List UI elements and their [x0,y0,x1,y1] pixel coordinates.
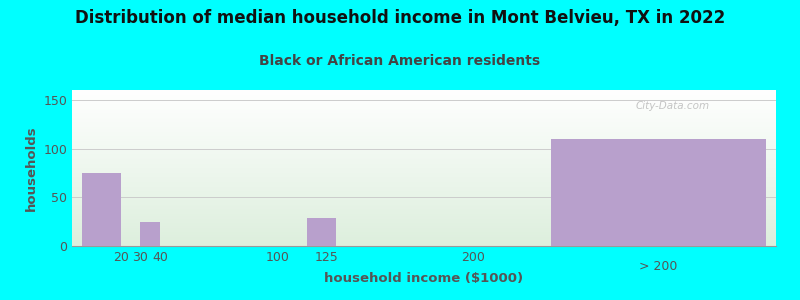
Text: > 200: > 200 [639,260,678,273]
Text: Distribution of median household income in Mont Belvieu, TX in 2022: Distribution of median household income … [75,9,725,27]
Y-axis label: households: households [25,125,38,211]
Bar [82,173,121,246]
Text: Black or African American residents: Black or African American residents [259,54,541,68]
Bar [141,222,160,246]
Bar [551,139,766,246]
Text: City-Data.com: City-Data.com [635,101,710,111]
X-axis label: household income ($1000): household income ($1000) [325,272,523,285]
Bar [306,218,336,246]
